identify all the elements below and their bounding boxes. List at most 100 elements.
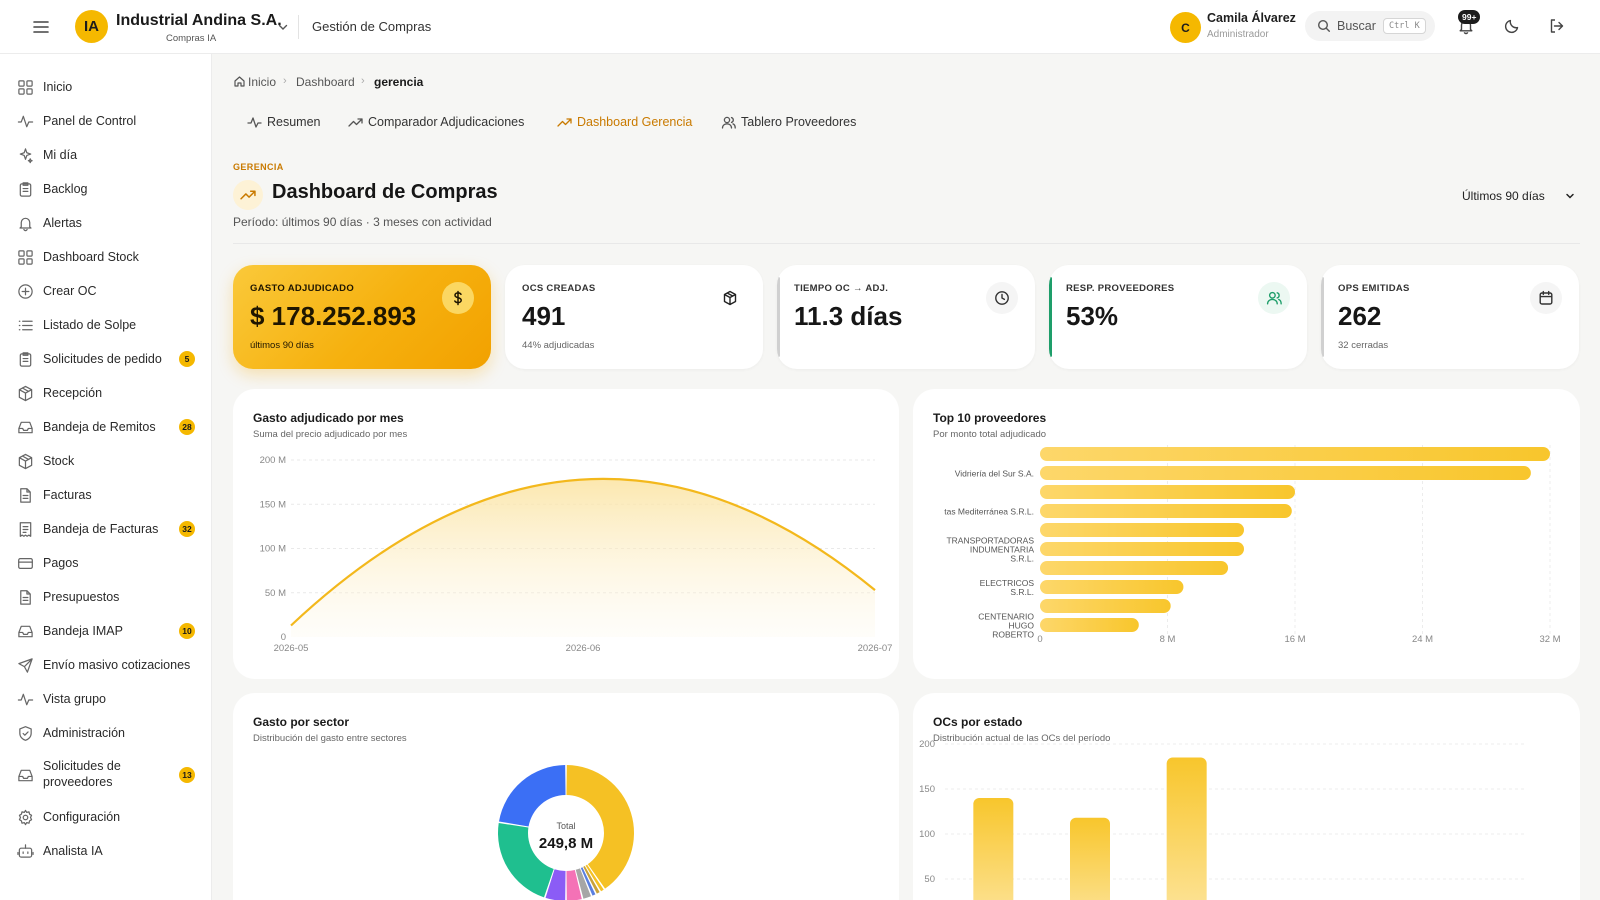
search-icon [1317, 19, 1331, 33]
status-bar [1166, 757, 1207, 900]
kpi-ops-emitidas: OPS EMITIDAS 262 32 cerradas [1321, 265, 1579, 369]
avatar[interactable]: C [1170, 12, 1201, 43]
sidebar-item-solicitudes-de-pedido[interactable]: Solicitudes de pedido 5 [12, 350, 200, 368]
sidebar-item-recepcion[interactable]: Recepción [12, 384, 200, 402]
user-role: Administrador [1207, 29, 1269, 40]
menu-icon[interactable] [30, 17, 52, 37]
sidebar-item-backlog[interactable]: Backlog [12, 180, 200, 198]
kpi-accent-bar [1321, 277, 1324, 357]
sidebar-item-mi-dia[interactable]: Mi día [12, 146, 200, 164]
search-shortcut: Ctrl K [1383, 18, 1426, 34]
sidebar: Inicio Panel de Control Mi día Backlog Alert… [0, 54, 212, 900]
donut-slice [498, 823, 554, 898]
card-title: OCs por estado [933, 715, 1023, 729]
sidebar-item-presupuestos[interactable]: Presupuestos [12, 588, 200, 606]
tab-label: Dashboard Gerencia [577, 115, 693, 129]
inbox-icon [17, 623, 34, 640]
y-tick-label: 150 [919, 784, 935, 795]
sidebar-item-stock[interactable]: Stock [12, 452, 200, 470]
chevron-down-icon[interactable] [276, 20, 290, 34]
sidebar-item-label: Dashboard Stock [43, 250, 139, 264]
chevron-right-icon: › [361, 75, 365, 87]
sidebar-item-facturas[interactable]: Facturas [12, 486, 200, 504]
card-top-proveedores: 0 8 M 16 M 24 M 32 M Vidriería del Sur S.A. ta… [913, 389, 1580, 679]
y-tick-label: 200 [919, 739, 935, 750]
package-icon [17, 453, 34, 470]
list-icon [17, 317, 34, 334]
sidebar-item-label: Solicitudes de pedido [43, 352, 162, 366]
kpi-ocs-creadas: OCS CREADAS 491 44% adjudicadas [505, 265, 763, 369]
file-icon [17, 487, 34, 504]
donut-slice [585, 864, 604, 892]
sidebar-item-bandeja-de-remitos[interactable]: Bandeja de Remitos 28 [12, 418, 200, 436]
sidebar-item-bandeja-de-facturas[interactable]: Bandeja de Facturas 32 [12, 520, 200, 538]
y-category-label: TRANSPORTADORAS INDUMENTARIA S.R.L. [946, 536, 1034, 564]
card-gasto-sector: Gasto por sector Distribución del gasto … [233, 693, 899, 900]
donut-total-label: Total [556, 821, 576, 831]
kpi-gasto-adjudicado: GASTO ADJUDICADO $ 178.252.893 últimos 9… [233, 265, 491, 369]
tab-label: Comparador Adjudicaciones [368, 115, 525, 129]
sidebar-item-administracion[interactable]: Administración [12, 724, 200, 742]
sidebar-item-label: Panel de Control [43, 114, 137, 128]
supplier-bar [1040, 542, 1244, 556]
grid-icon [17, 79, 34, 96]
brand-subtitle: Compras IA [166, 33, 217, 44]
kpi-label: GASTO ADJUDICADO [250, 283, 355, 294]
sidebar-item-label: Mi día [43, 148, 78, 162]
y-tick-label: 100 M [260, 544, 286, 555]
trend-up-icon [348, 115, 363, 130]
y-category-label: Vidriería del Sur S.A. [955, 469, 1034, 479]
y-category-label: tas Mediterránea S.R.L. [944, 507, 1034, 517]
x-tick-label: 16 M [1284, 634, 1305, 645]
sidebar-item-label: Listado de Solpe [43, 318, 137, 332]
sidebar-item-panel-de-control[interactable]: Panel de Control [12, 112, 200, 130]
breadcrumb-home[interactable]: Inicio [248, 75, 277, 89]
sidebar-item-pagos[interactable]: Pagos [12, 554, 200, 572]
card-gasto-mensual: 0 50 M 100 M 150 M 200 M 2026-05 2026-06 2026-0… [233, 389, 899, 679]
logout-icon[interactable] [1545, 14, 1569, 38]
count-badge: 10 [179, 623, 195, 639]
supplier-bar [1040, 618, 1139, 632]
user-name[interactable]: Camila Álvarez [1207, 11, 1296, 25]
y-tick-label: 50 M [265, 588, 286, 599]
plus-circle-icon [17, 283, 34, 300]
trend-up-icon [557, 115, 572, 130]
sidebar-item-inicio[interactable]: Inicio [12, 78, 200, 96]
moon-icon[interactable] [1500, 14, 1524, 38]
period-select[interactable]: Últimos 90 días [1450, 185, 1580, 207]
sidebar-item-dashboard-stock[interactable]: Dashboard Stock [12, 248, 200, 266]
send-icon [17, 657, 34, 674]
sidebar-item-listado-de-solpe[interactable]: Listado de Solpe [12, 316, 200, 334]
breadcrumb-dashboard[interactable]: Dashboard [296, 75, 355, 89]
home-icon[interactable] [233, 75, 246, 88]
package-icon [17, 385, 34, 402]
sidebar-item-alertas[interactable]: Alertas [12, 214, 200, 232]
brand-logo[interactable]: IA [75, 10, 108, 43]
sidebar-item-envio-masivo-cotizaciones[interactable]: Envío masivo cotizaciones [12, 656, 200, 674]
sidebar-item-configuracion[interactable]: Configuración [12, 808, 200, 826]
card-title: Gasto adjudicado por mes [253, 411, 404, 425]
credit-card-icon [17, 555, 34, 572]
search-button[interactable]: Buscar Ctrl K [1305, 11, 1435, 41]
top-bar: IA Industrial Andina S.A. Compras IA Ges… [0, 0, 1600, 54]
divider [233, 243, 1580, 244]
sidebar-item-bandeja-imap[interactable]: Bandeja IMAP 10 [12, 622, 200, 640]
chevron-right-icon: › [283, 75, 287, 87]
sidebar-item-analista-ia[interactable]: Analista IA [12, 842, 200, 860]
sidebar-item-solicitudes-de-proveedores[interactable]: Solicitudes de proveedores 13 [12, 758, 200, 792]
dollar-icon [442, 282, 474, 314]
x-tick-label: 0 [1037, 634, 1042, 645]
sidebar-item-label: Recepción [43, 386, 103, 400]
sidebar-item-crear-oc[interactable]: Crear OC [12, 282, 200, 300]
sidebar-item-vista-grupo[interactable]: Vista grupo [12, 690, 200, 708]
box-icon [714, 282, 746, 314]
sidebar-item-label: Administración [43, 726, 125, 740]
donut-slice [498, 765, 566, 827]
sidebar-item-label: Alertas [43, 216, 82, 230]
sidebar-item-label: Presupuestos [43, 590, 120, 604]
search-label: Buscar [1337, 19, 1376, 33]
gear-icon [17, 809, 34, 826]
sidebar-item-label: Backlog [43, 182, 88, 196]
inbox-icon [17, 419, 34, 436]
page-subtitle: Período: últimos 90 días · 3 meses con a… [233, 215, 492, 229]
